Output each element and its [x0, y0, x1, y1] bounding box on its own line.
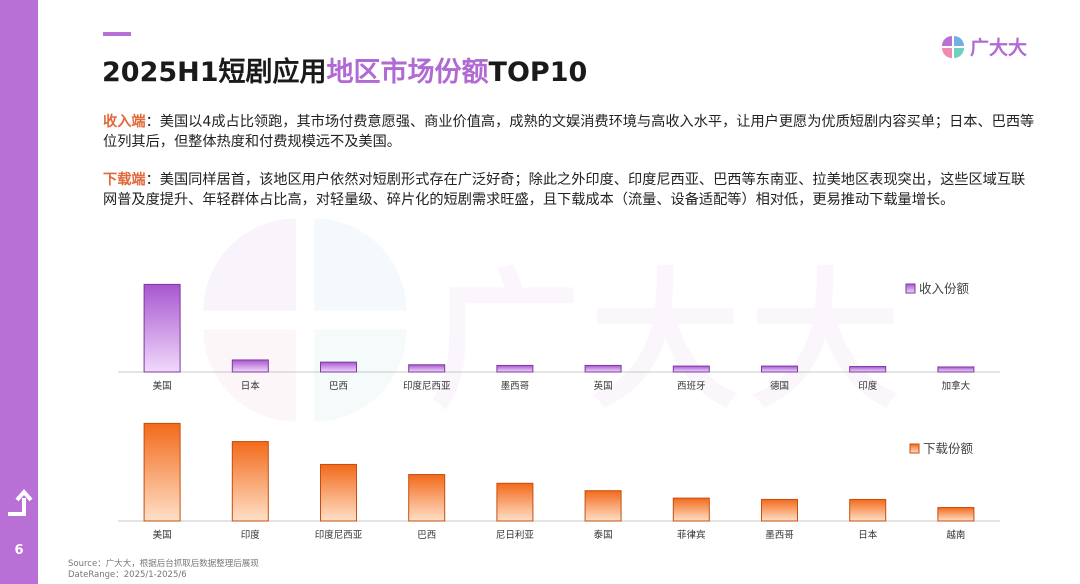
download-paragraph: 下载端：美国同样居首，该地区用户依然对短剧形式存在广泛好奇；除此之外印度、印度尼…: [103, 170, 1038, 210]
revenue-bar: [320, 361, 357, 373]
download-label: 下载端: [103, 172, 146, 188]
revenue-tick-label: 日本: [241, 380, 261, 392]
footer-source: Source：广大大，根据后台抓取后数据整理后展现 DateRange：2025…: [68, 559, 259, 581]
revenue-bar: [231, 359, 269, 373]
revenue-bar: [937, 366, 975, 373]
revenue-bar: [408, 364, 446, 373]
download-tick-label: 越南: [946, 529, 965, 541]
page-number: 6: [14, 543, 24, 558]
download-bar: [761, 498, 798, 522]
download-bar: [672, 497, 710, 522]
download-tick-label: 印度尼西亚: [315, 529, 363, 541]
download-legend-swatch: [909, 443, 920, 454]
download-tick-label: 泰国: [594, 529, 613, 541]
revenue-tick-label: 美国: [153, 380, 172, 392]
revenue-tick-label: 加拿大: [942, 380, 971, 392]
download-tick-label: 巴西: [417, 530, 436, 541]
revenue-bar: [143, 283, 181, 373]
date-range-text: DateRange：2025/1-2025/6: [68, 570, 187, 580]
download-legend-label: 下载份额: [923, 441, 974, 456]
watermark-logo: [185, 200, 425, 444]
revenue-legend-label: 收入份额: [919, 281, 970, 296]
logo-text: 广大大: [970, 37, 1028, 59]
download-tick-label: 美国: [153, 529, 172, 541]
revenue-bar: [672, 365, 710, 373]
download-text: ：美国同样居首，该地区用户依然对短剧形式存在广泛好奇；除此之外印度、印度尼西亚、…: [103, 172, 1026, 208]
download-tick-label: 菲律宾: [677, 529, 706, 541]
source-text: Source：广大大，根据后台抓取后数据整理后展现: [68, 559, 259, 569]
revenue-bar: [584, 364, 622, 373]
watermark-text: 广大大: [430, 255, 911, 429]
left-sidebar: [0, 0, 38, 584]
revenue-legend-swatch: [905, 283, 916, 294]
download-bar: [849, 498, 887, 522]
title-suffix: TOP10: [488, 57, 588, 88]
download-tick-label: 日本: [858, 529, 878, 541]
download-bar: [496, 482, 534, 522]
revenue-tick-label: 英国: [594, 380, 613, 392]
download-bar: [231, 441, 269, 522]
download-tick-label: 墨西哥: [765, 530, 794, 541]
title-highlight: 地区市场份额: [326, 57, 489, 88]
revenue-paragraph: 收入端：美国以4成占比领跑，其市场付费意愿强、商业价值高，成熟的文娱消费环境与高…: [103, 112, 1038, 152]
download-tick-label: 尼日利亚: [496, 529, 535, 541]
download-tick-label: 印度: [241, 529, 261, 541]
download-bar: [408, 474, 446, 522]
download-bar: [143, 422, 181, 522]
revenue-tick-label: 德国: [770, 380, 789, 392]
download-bar: [584, 490, 622, 522]
revenue-tick-label: 墨西哥: [501, 381, 530, 392]
brand-logo: 广大大: [940, 33, 1027, 60]
title-prefix: 2025H1短剧应用: [102, 57, 327, 88]
download-bar: [937, 507, 975, 522]
revenue-tick-label: 巴西: [329, 381, 348, 392]
revenue-bar: [849, 366, 887, 373]
revenue-tick-label: 印度: [858, 380, 878, 392]
page-title: 2025H1短剧应用地区市场份额TOP10: [102, 50, 587, 89]
revenue-tick-label: 印度尼西亚: [403, 380, 451, 392]
return-icon[interactable]: [4, 488, 34, 522]
revenue-label: 收入端: [103, 114, 146, 130]
logo-icon: [942, 35, 964, 58]
title-accent-bar: [103, 32, 131, 36]
revenue-tick-label: 西班牙: [677, 380, 706, 392]
revenue-text: ：美国以4成占比领跑，其市场付费意愿强、商业价值高，成熟的文娱消费环境与高收入水…: [103, 114, 1035, 150]
revenue-bar: [496, 364, 534, 373]
revenue-bar: [761, 365, 798, 373]
download-bar: [320, 463, 357, 522]
